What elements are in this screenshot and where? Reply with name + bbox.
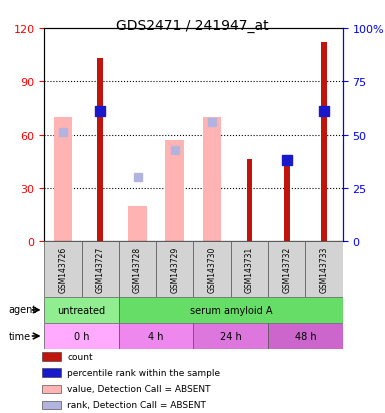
Text: 48 h: 48 h (295, 331, 316, 341)
Text: GSM143733: GSM143733 (320, 246, 328, 293)
Text: 4 h: 4 h (148, 331, 164, 341)
Bar (203, 118, 221, 242)
Text: 24 h: 24 h (220, 331, 242, 341)
Bar (119, 323, 194, 349)
Text: serum amyloid A: serum amyloid A (189, 305, 272, 315)
Text: untreated: untreated (57, 305, 105, 315)
Bar (82, 242, 119, 297)
Text: percentile rank within the sample: percentile rank within the sample (67, 368, 221, 377)
Bar (54, 118, 72, 242)
Bar (119, 297, 343, 323)
Bar (42, 401, 60, 409)
Text: GSM143730: GSM143730 (208, 246, 217, 293)
Text: GSM143728: GSM143728 (133, 247, 142, 292)
Text: GSM143732: GSM143732 (282, 247, 291, 292)
Bar (268, 242, 305, 297)
Bar (119, 242, 156, 297)
Text: agent: agent (8, 305, 37, 315)
Bar (44, 297, 119, 323)
Bar (166, 140, 184, 242)
Bar (305, 242, 343, 297)
Bar (97, 59, 103, 242)
Bar (268, 323, 343, 349)
Text: rank, Detection Call = ABSENT: rank, Detection Call = ABSENT (67, 401, 206, 409)
Bar (156, 242, 194, 297)
Bar (128, 206, 147, 242)
Bar (44, 242, 82, 297)
Bar (194, 242, 231, 297)
Bar (42, 353, 60, 361)
Text: time: time (8, 331, 30, 341)
Bar (44, 323, 119, 349)
Bar (42, 368, 60, 377)
Bar (42, 385, 60, 394)
Text: GSM143727: GSM143727 (96, 247, 105, 292)
Bar (321, 43, 327, 242)
Text: GSM143726: GSM143726 (59, 247, 67, 292)
Bar (231, 242, 268, 297)
Bar (284, 160, 290, 242)
Text: count: count (67, 353, 93, 361)
Text: GDS2471 / 241947_at: GDS2471 / 241947_at (116, 19, 269, 33)
Text: value, Detection Call = ABSENT: value, Detection Call = ABSENT (67, 385, 211, 394)
Bar (247, 160, 252, 242)
Text: 0 h: 0 h (74, 331, 89, 341)
Text: GSM143729: GSM143729 (170, 247, 179, 292)
Text: GSM143731: GSM143731 (245, 247, 254, 292)
Bar (194, 323, 268, 349)
